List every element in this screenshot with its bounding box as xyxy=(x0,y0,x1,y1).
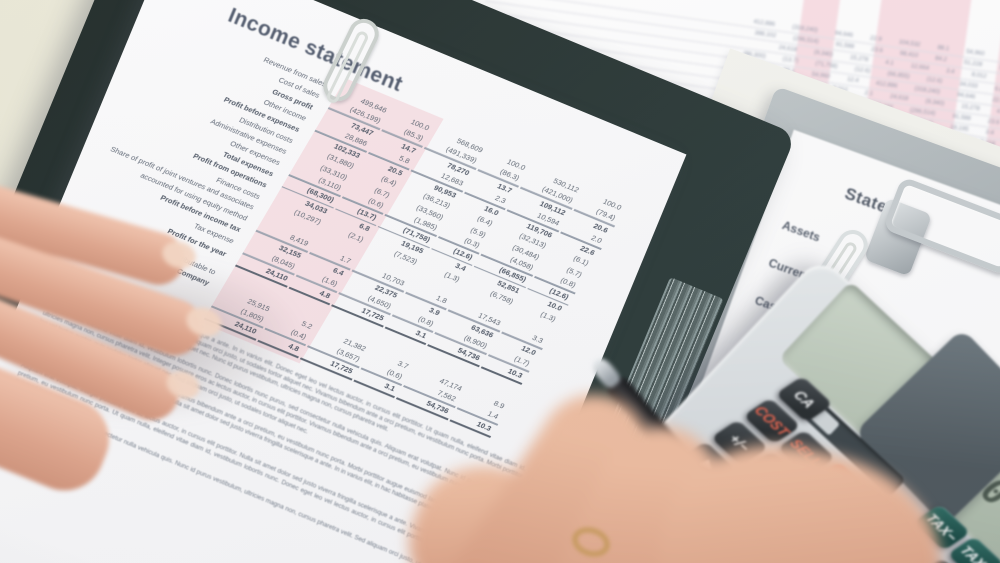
left-hand xyxy=(0,150,320,503)
right-hand-holding-pen xyxy=(380,360,1000,563)
statement-label: Assets xyxy=(780,218,823,245)
